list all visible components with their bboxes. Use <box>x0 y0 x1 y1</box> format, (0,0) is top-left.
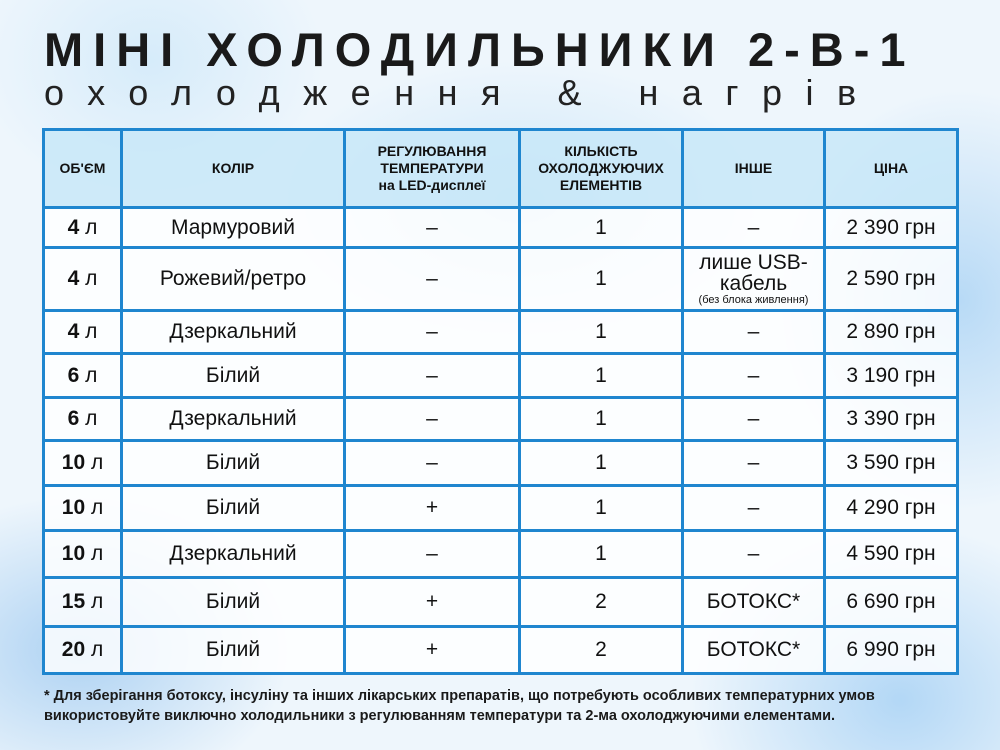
cell-color: Дзеркальний <box>120 309 346 355</box>
header-other: ІНШЕ <box>681 128 826 209</box>
cell-volume: 4 л <box>42 309 123 355</box>
cell-price: 3 590 грн <box>823 439 959 487</box>
cell-temperature: – <box>343 309 521 355</box>
header-cooling-elements: КІЛЬКІСТЬ ОХОЛОДЖУЮЧИХ ЕЛЕМЕНТІВ <box>518 128 684 209</box>
cell-temperature: + <box>343 576 521 628</box>
cell-price: 6 990 грн <box>823 625 959 675</box>
cell-color: Рожевий/ретро <box>120 246 346 312</box>
cell-color: Білий <box>120 352 346 399</box>
table-row: 4 л Мармуровий – 1 – 2 390 грн <box>42 206 959 249</box>
cell-volume: 10 л <box>42 529 123 579</box>
table-row: 6 л Білий – 1 – 3 190 грн <box>42 352 959 399</box>
table-row: 6 л Дзеркальний – 1 – 3 390 грн <box>42 396 959 442</box>
table-header-row: ОБ'ЄМ КОЛІР РЕГУЛЮВАННЯ ТЕМПЕРАТУРИ на LED… <box>42 128 959 209</box>
header-temperature: РЕГУЛЮВАННЯ ТЕМПЕРАТУРИ на LED-дисплеї <box>343 128 521 209</box>
cell-cooling-elements: 1 <box>518 396 684 442</box>
cell-price: 4 590 грн <box>823 529 959 579</box>
cell-other: БОТОКС* <box>681 576 826 628</box>
cell-cooling-elements: 1 <box>518 246 684 312</box>
cell-cooling-elements: 1 <box>518 439 684 487</box>
cell-temperature: + <box>343 484 521 532</box>
cell-cooling-elements: 1 <box>518 529 684 579</box>
cell-other: – <box>681 439 826 487</box>
cell-volume: 10 л <box>42 484 123 532</box>
table-row: 20 л Білий + 2 БОТОКС* 6 990 грн <box>42 625 959 675</box>
cell-cooling-elements: 2 <box>518 625 684 675</box>
table-row: 4 л Рожевий/ретро – 1 лише USB-кабель (бе… <box>42 246 959 312</box>
cell-color: Дзеркальний <box>120 529 346 579</box>
header-volume: ОБ'ЄМ <box>42 128 123 209</box>
cell-temperature: – <box>343 206 521 249</box>
table-row: 10 л Білий – 1 – 3 590 грн <box>42 439 959 487</box>
cell-volume: 6 л <box>42 396 123 442</box>
cell-price: 2 890 грн <box>823 309 959 355</box>
cell-price: 3 190 грн <box>823 352 959 399</box>
cell-price: 3 390 грн <box>823 396 959 442</box>
table-row: 4 л Дзеркальний – 1 – 2 890 грн <box>42 309 959 355</box>
cell-cooling-elements: 1 <box>518 352 684 399</box>
header-price: ЦІНА <box>823 128 959 209</box>
cell-color: Білий <box>120 439 346 487</box>
cell-volume: 20 л <box>42 625 123 675</box>
cell-price: 2 590 грн <box>823 246 959 312</box>
table-row: 15 л Білий + 2 БОТОКС* 6 690 грн <box>42 576 959 628</box>
cell-other: – <box>681 309 826 355</box>
cell-color: Білий <box>120 625 346 675</box>
price-table: ОБ'ЄМ КОЛІР РЕГУЛЮВАННЯ ТЕМПЕРАТУРИ на LED… <box>42 128 959 675</box>
cell-volume: 10 л <box>42 439 123 487</box>
cell-other: – <box>681 396 826 442</box>
cell-color: Білий <box>120 484 346 532</box>
cell-volume: 4 л <box>42 206 123 249</box>
cell-other: лише USB-кабель (без блока живлення) <box>681 246 826 312</box>
page-subtitle: охолодження & нагрів <box>44 72 880 113</box>
cell-volume: 15 л <box>42 576 123 628</box>
table-row: 10 л Дзеркальний – 1 – 4 590 грн <box>42 529 959 579</box>
footnote: * Для зберігання ботоксу, інсуліну та ін… <box>44 688 875 724</box>
cell-price: 4 290 грн <box>823 484 959 532</box>
cell-color: Мармуровий <box>120 206 346 249</box>
page-title: МІНІ ХОЛОДИЛЬНИКИ 2-В-1 <box>44 23 916 76</box>
cell-volume: 6 л <box>42 352 123 399</box>
header-color: КОЛІР <box>120 128 346 209</box>
cell-other: БОТОКС* <box>681 625 826 675</box>
cell-temperature: + <box>343 625 521 675</box>
cell-other: – <box>681 529 826 579</box>
cell-cooling-elements: 1 <box>518 206 684 249</box>
cell-temperature: – <box>343 246 521 312</box>
cell-volume: 4 л <box>42 246 123 312</box>
cell-other: – <box>681 206 826 249</box>
cell-price: 6 690 грн <box>823 576 959 628</box>
cell-color: Дзеркальний <box>120 396 346 442</box>
cell-temperature: – <box>343 439 521 487</box>
cell-price: 2 390 грн <box>823 206 959 249</box>
cell-temperature: – <box>343 352 521 399</box>
cell-cooling-elements: 2 <box>518 576 684 628</box>
cell-temperature: – <box>343 396 521 442</box>
cell-temperature: – <box>343 529 521 579</box>
cell-color: Білий <box>120 576 346 628</box>
cell-cooling-elements: 1 <box>518 484 684 532</box>
cell-cooling-elements: 1 <box>518 309 684 355</box>
cell-other: – <box>681 352 826 399</box>
cell-other: – <box>681 484 826 532</box>
table-row: 10 л Білий + 1 – 4 290 грн <box>42 484 959 532</box>
